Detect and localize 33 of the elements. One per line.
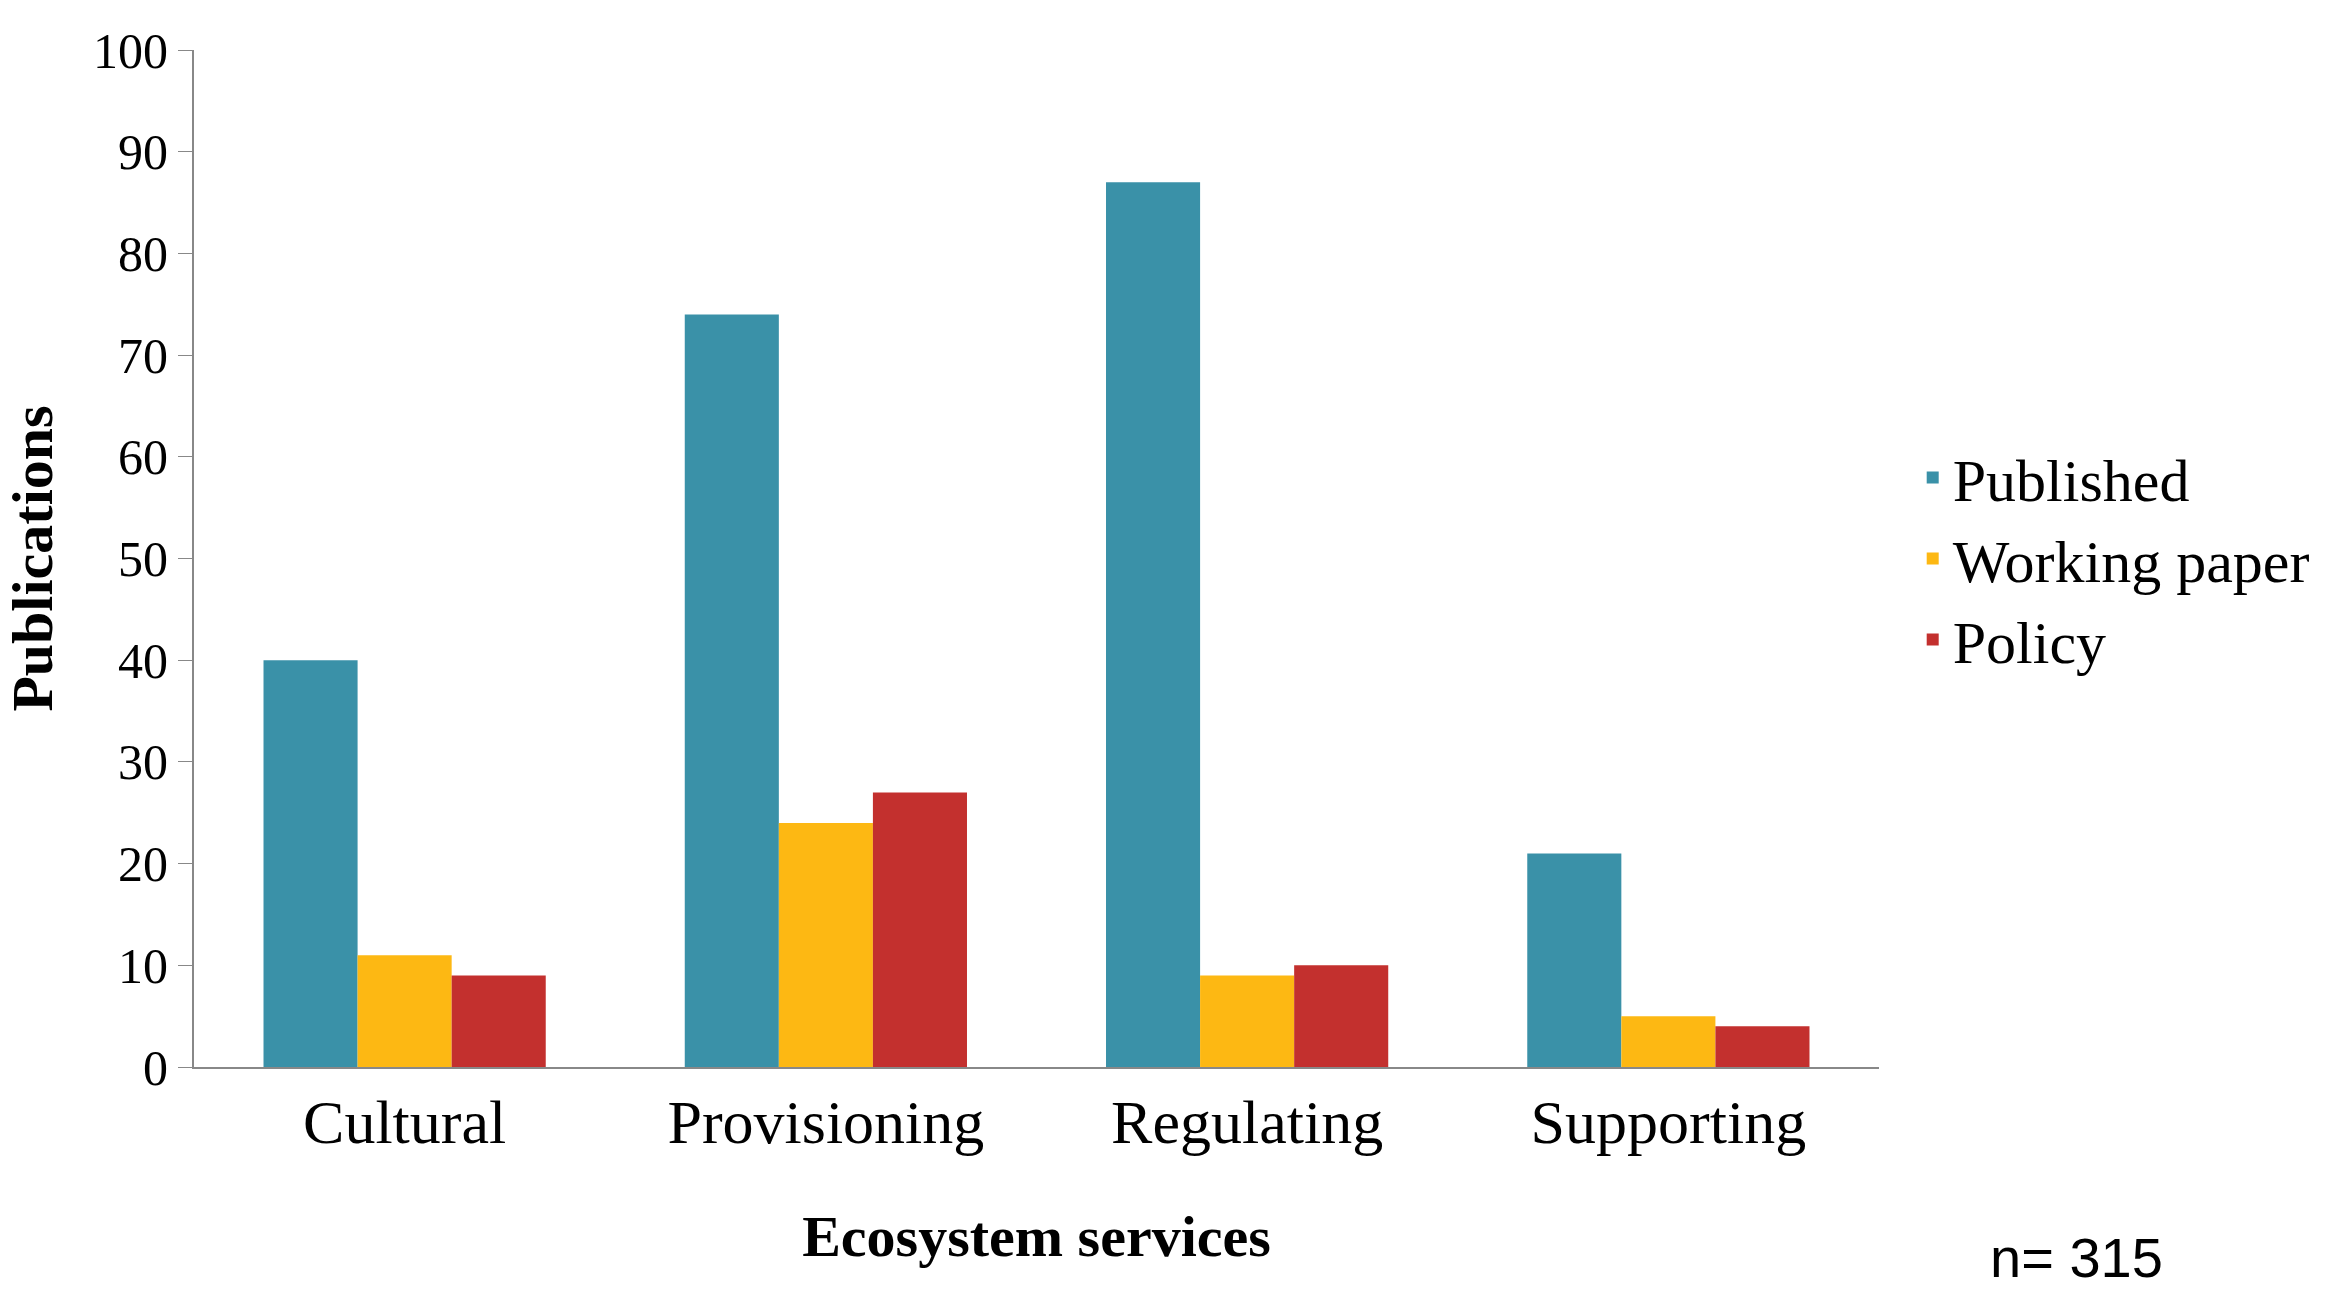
bar bbox=[1715, 1026, 1810, 1067]
bar bbox=[1527, 853, 1622, 1067]
legend-label: Policy bbox=[1952, 609, 2107, 676]
y-tick-label: 30 bbox=[118, 734, 168, 791]
y-tick-label: 40 bbox=[118, 632, 168, 689]
bar bbox=[684, 314, 779, 1067]
text: n= 315 bbox=[1990, 1226, 2163, 1289]
bar bbox=[357, 955, 452, 1067]
bar bbox=[1200, 975, 1295, 1067]
y-tick-label: 50 bbox=[118, 531, 168, 587]
bar bbox=[451, 975, 546, 1067]
x-tick-label: Provisioning bbox=[667, 1088, 985, 1157]
x-tick-label: Supporting bbox=[1530, 1088, 1807, 1157]
legend-label: Published bbox=[1952, 447, 2190, 514]
x-tick-label: Regulating bbox=[1111, 1088, 1384, 1157]
legend-label: Working paper bbox=[1952, 528, 2310, 595]
bar bbox=[872, 792, 967, 1067]
bar bbox=[1106, 182, 1201, 1067]
y-tick-label: 20 bbox=[118, 836, 168, 893]
y-tick-label: 80 bbox=[118, 225, 168, 282]
y-tick-label: 10 bbox=[118, 937, 168, 994]
x-axis-title: Ecosystem services bbox=[802, 1204, 1271, 1269]
x-tick-label: Cultural bbox=[303, 1088, 507, 1157]
y-tick-label: 90 bbox=[118, 124, 168, 181]
y-tick-label: 60 bbox=[118, 429, 168, 486]
bar bbox=[778, 822, 873, 1067]
y-tick-label: 70 bbox=[118, 327, 168, 384]
bar bbox=[1621, 1016, 1716, 1067]
y-tick-label: 100 bbox=[93, 22, 168, 79]
y-tick-label: 0 bbox=[143, 1039, 168, 1096]
y-axis-title: Publications bbox=[0, 405, 65, 712]
bar bbox=[263, 660, 358, 1067]
bar bbox=[1294, 965, 1389, 1067]
